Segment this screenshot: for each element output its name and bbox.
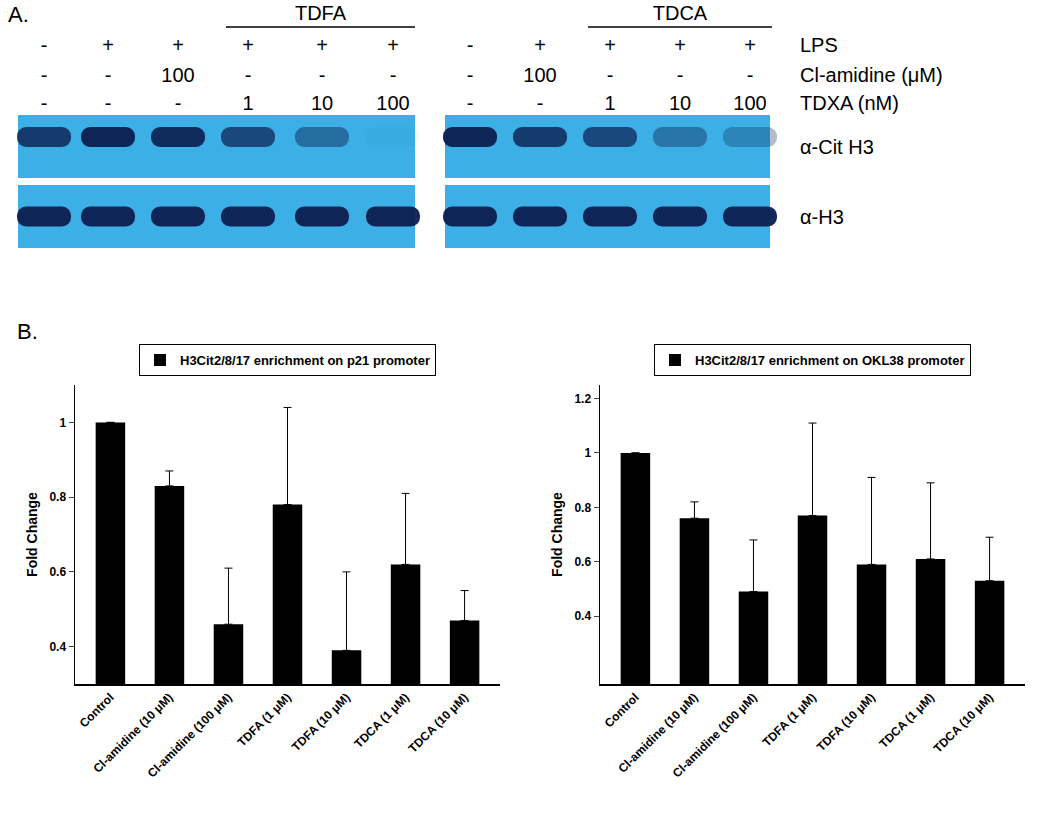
svg-text:+: +: [674, 34, 686, 56]
svg-text:Fold Change: Fold Change: [549, 492, 565, 577]
svg-text:Control: Control: [602, 690, 642, 730]
svg-text:10: 10: [311, 92, 333, 114]
svg-text:-: -: [467, 64, 474, 86]
svg-text:+: +: [172, 34, 184, 56]
svg-text:100: 100: [376, 92, 409, 114]
svg-text:+: +: [316, 34, 328, 56]
svg-text:-: -: [41, 92, 48, 114]
svg-text:0.8: 0.8: [574, 501, 591, 515]
svg-text:-: -: [105, 64, 112, 86]
svg-text:B.: B.: [17, 319, 38, 344]
svg-text:0.8: 0.8: [49, 490, 66, 504]
svg-text:100: 100: [161, 64, 194, 86]
svg-text:TDXA (nM): TDXA (nM): [800, 92, 899, 114]
svg-text:TDCA (10 μM): TDCA (10 μM): [406, 690, 471, 755]
svg-text:TDCA: TDCA: [653, 2, 708, 24]
svg-text:TDFA: TDFA: [295, 2, 347, 24]
svg-text:Cl-amidine (10 μM): Cl-amidine (10 μM): [90, 690, 175, 775]
svg-text:0.4: 0.4: [574, 609, 591, 623]
svg-text:+: +: [387, 34, 399, 56]
svg-text:α-Cit H3: α-Cit H3: [800, 136, 874, 158]
svg-text:0.6: 0.6: [49, 565, 66, 579]
svg-text:-: -: [467, 34, 474, 56]
svg-text:1: 1: [242, 92, 253, 114]
svg-text:+: +: [534, 34, 546, 56]
svg-text:-: -: [537, 92, 544, 114]
svg-text:Cl-amidine (10 μM): Cl-amidine (10 μM): [615, 690, 700, 775]
svg-text:LPS: LPS: [800, 34, 838, 56]
svg-text:α-H3: α-H3: [800, 206, 844, 228]
svg-text:H3Cit2/8/17 enrichment on OKL3: H3Cit2/8/17 enrichment on OKL38 promoter: [695, 353, 964, 368]
svg-text:1: 1: [584, 446, 591, 460]
svg-text:+: +: [604, 34, 616, 56]
svg-text:TDFA (10 μM): TDFA (10 μM): [289, 690, 353, 754]
svg-text:-: -: [607, 64, 614, 86]
svg-text:1: 1: [59, 416, 66, 430]
svg-text:TDCA (10 μM): TDCA (10 μM): [931, 690, 996, 755]
svg-text:100: 100: [523, 64, 556, 86]
svg-text:TDCA (1 μM): TDCA (1 μM): [351, 690, 412, 751]
svg-text:-: -: [390, 64, 397, 86]
svg-text:1: 1: [604, 92, 615, 114]
svg-text:TDCA (1 μM): TDCA (1 μM): [876, 690, 937, 751]
svg-text:+: +: [242, 34, 254, 56]
svg-text:100: 100: [733, 92, 766, 114]
svg-text:-: -: [677, 64, 684, 86]
svg-text:TDFA (1 μM): TDFA (1 μM): [760, 690, 819, 749]
svg-text:Cl-amidine (100 μM): Cl-amidine (100 μM): [145, 690, 235, 780]
svg-text:10: 10: [669, 92, 691, 114]
svg-text:TDFA (1 μM): TDFA (1 μM): [235, 690, 294, 749]
svg-text:Fold Change: Fold Change: [24, 492, 40, 577]
svg-text:+: +: [744, 34, 756, 56]
svg-text:1.2: 1.2: [574, 392, 591, 406]
svg-text:0.6: 0.6: [574, 555, 591, 569]
svg-text:Cl-amidine (μM): Cl-amidine (μM): [800, 64, 943, 86]
svg-text:-: -: [747, 64, 754, 86]
svg-text:0.4: 0.4: [49, 640, 66, 654]
svg-text:Cl-amidine (100 μM): Cl-amidine (100 μM): [670, 690, 760, 780]
svg-text:Control: Control: [77, 690, 117, 730]
svg-text:TDFA (10 μM): TDFA (10 μM): [814, 690, 878, 754]
svg-text:-: -: [319, 64, 326, 86]
svg-text:-: -: [467, 92, 474, 114]
svg-text:-: -: [175, 92, 182, 114]
svg-text:-: -: [105, 92, 112, 114]
svg-text:-: -: [41, 64, 48, 86]
svg-text:H3Cit2/8/17 enrichment on p21: H3Cit2/8/17 enrichment on p21 promoter: [180, 353, 430, 368]
svg-text:-: -: [245, 64, 252, 86]
svg-text:-: -: [41, 34, 48, 56]
svg-text:+: +: [102, 34, 114, 56]
svg-text:A.: A.: [8, 2, 29, 27]
